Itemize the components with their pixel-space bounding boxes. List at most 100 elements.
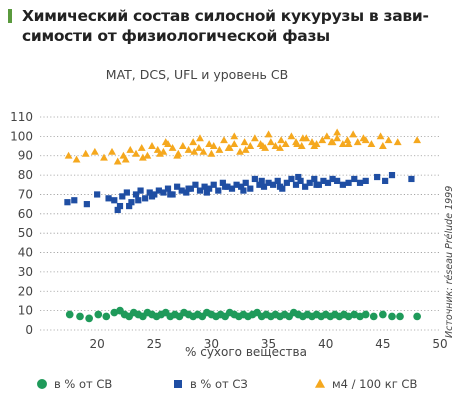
energy-point <box>184 145 193 153</box>
energy-point <box>196 134 204 142</box>
energy-point <box>266 138 275 146</box>
dm-point <box>388 312 396 321</box>
energy-point <box>173 151 182 159</box>
y-axis-ticks: 0 10 20 30 40 50 60 70 80 90 100 110 <box>10 110 33 337</box>
x-tick-label: 45 <box>375 337 390 351</box>
energy-point <box>64 151 73 159</box>
energy-point <box>322 132 331 140</box>
fresh-weight-point <box>334 177 341 184</box>
energy-point <box>318 136 327 144</box>
y-tick-label: 30 <box>18 265 33 279</box>
fresh-weight-point <box>247 185 254 192</box>
energy-point <box>81 149 90 157</box>
dm-point <box>361 310 370 319</box>
fresh-weight-point <box>128 199 135 206</box>
fresh-weight-point <box>119 193 126 200</box>
legend-item: в % от СЗ <box>174 377 248 391</box>
fresh-weight-point <box>155 187 162 194</box>
energy-point <box>338 140 347 148</box>
energy-point <box>367 140 376 148</box>
circle-legend-icon <box>37 379 47 389</box>
fresh-weight-point <box>356 179 364 186</box>
fresh-weight-point <box>201 183 208 190</box>
fresh-weight-point <box>196 187 204 194</box>
energy-point <box>207 149 216 157</box>
fresh-weight-point <box>206 185 213 192</box>
y-tick-label: 20 <box>18 284 33 298</box>
energy-point <box>241 145 250 153</box>
x-tick-label: 25 <box>147 337 162 351</box>
fresh-weight-point <box>148 193 156 200</box>
fresh-weight-point <box>146 189 153 196</box>
legend-label: в % от СВ <box>54 377 112 391</box>
fresh-weight-point <box>160 189 167 196</box>
fresh-weight-point <box>382 177 389 184</box>
dm-point <box>413 312 421 321</box>
triangle-legend-icon <box>314 378 326 388</box>
fresh-weight-point <box>288 175 295 183</box>
chart-title: MAT, DCS, UFL и уровень СВ <box>106 67 288 82</box>
fresh-weight-point <box>274 177 281 184</box>
fresh-weight-point <box>94 191 101 198</box>
fresh-weight-point <box>258 177 265 184</box>
y-tick-label: 40 <box>18 246 33 260</box>
dm-point <box>396 312 404 321</box>
energy-point <box>72 155 81 163</box>
energy-point <box>230 132 239 140</box>
dm-point <box>102 312 111 321</box>
fresh-weight-point <box>324 179 332 186</box>
fresh-weight-point <box>185 185 192 192</box>
energy-point <box>90 147 99 155</box>
fresh-weight-point <box>313 181 320 188</box>
fresh-weight-point <box>183 189 190 196</box>
fresh-weight-point <box>174 183 181 190</box>
heading-line-1: Химический состав силосной кукурузы в за… <box>22 7 429 25</box>
fresh-weight-point <box>167 191 174 198</box>
energy-point <box>121 155 130 163</box>
fresh-weight-point <box>345 179 352 186</box>
x-axis-ticks: 20 25 30 35 40 45 50 <box>90 337 448 351</box>
energy-point <box>277 136 286 144</box>
energy-point <box>384 136 393 144</box>
fresh-weight-point <box>276 183 284 190</box>
fresh-weight-point <box>71 197 78 204</box>
fresh-weight-point <box>260 183 268 190</box>
energy-point <box>143 151 152 159</box>
fresh-weight-point <box>222 183 229 190</box>
fresh-weight-point <box>135 197 142 204</box>
energy-point <box>100 153 108 161</box>
energy-point <box>413 136 422 144</box>
fresh-weight-point <box>339 181 346 188</box>
fresh-weight-point <box>142 195 149 202</box>
y-tick-label: 50 <box>18 226 33 240</box>
fresh-weight-point <box>83 201 90 208</box>
energy-point <box>126 145 135 153</box>
fresh-weight-point <box>297 177 304 184</box>
fresh-weight-point <box>374 173 381 181</box>
x-tick-label: 20 <box>90 337 105 351</box>
x-tick-label: 40 <box>318 337 333 351</box>
energy-point <box>190 147 199 155</box>
y-tick-label: 110 <box>10 110 33 124</box>
fresh-weight-point <box>192 181 199 188</box>
dm-point <box>65 310 74 319</box>
y-tick-label: 10 <box>18 304 33 318</box>
fresh-weight-point <box>295 173 302 181</box>
fresh-weight-point <box>270 181 277 188</box>
y-tick-label: 0 <box>25 323 33 337</box>
energy-point <box>148 142 156 149</box>
energy-point <box>161 138 170 146</box>
fresh-weight-point <box>302 183 309 190</box>
fresh-weight-point <box>240 187 247 194</box>
dm-point <box>369 312 378 321</box>
legend-item: м4 / 100 кг СВ <box>314 377 417 391</box>
dm-point <box>94 310 103 319</box>
dm-point <box>379 310 387 319</box>
fresh-weight-point <box>388 171 396 179</box>
y-tick-label: 80 <box>18 168 33 182</box>
fresh-weight-point <box>251 175 258 183</box>
energy-point <box>297 142 306 149</box>
fresh-weight-point <box>164 185 172 192</box>
energy-point <box>132 149 140 157</box>
